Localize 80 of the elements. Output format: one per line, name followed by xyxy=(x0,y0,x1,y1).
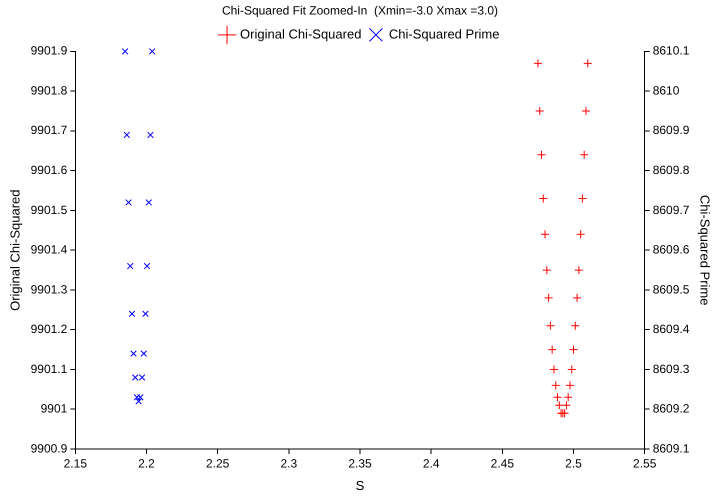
point xyxy=(567,364,576,374)
point xyxy=(535,106,544,116)
y2-tick-label: 8609.9 xyxy=(652,123,690,138)
x-tick-label: 2.25 xyxy=(206,456,230,471)
y-tick-label: 9901.6 xyxy=(30,162,68,177)
y-tick-label: 9900.9 xyxy=(30,441,68,456)
point xyxy=(580,150,589,160)
point xyxy=(574,266,584,275)
y2-tick-label: 8609.5 xyxy=(652,282,690,296)
x-tick-label: 2.3 xyxy=(280,456,298,471)
point xyxy=(147,132,154,138)
x-tick-label: 2.4 xyxy=(422,456,440,471)
point xyxy=(126,262,134,270)
y2-tick-label: 8609.6 xyxy=(652,242,690,257)
point xyxy=(564,392,573,402)
point xyxy=(130,350,137,357)
y-tick-label: 9901.7 xyxy=(30,123,68,138)
y2-tick-label: 8609.2 xyxy=(652,402,690,416)
point xyxy=(144,262,150,270)
y2-tick-label: 8609.3 xyxy=(652,362,690,376)
point xyxy=(132,374,139,381)
y2-axis-title: Chi-Squared Prime xyxy=(698,194,713,306)
point xyxy=(554,400,564,410)
y-tick-label: 9901.9 xyxy=(30,44,68,58)
point xyxy=(553,392,562,402)
point xyxy=(546,321,555,330)
y-tick-label: 9901.5 xyxy=(30,202,68,217)
point xyxy=(137,394,144,401)
y2-tick-label: 8610 xyxy=(652,83,680,98)
point xyxy=(538,194,548,204)
point xyxy=(138,374,146,381)
point xyxy=(544,293,554,302)
x-tick-label: 2.2 xyxy=(138,456,156,471)
point xyxy=(583,58,592,68)
y-tick-label: 9901.4 xyxy=(30,242,68,257)
legend-label: Chi-Squared Prime xyxy=(388,26,500,42)
y-axis-title: Original Chi-Squared xyxy=(7,189,22,311)
y2-tick-label: 8609.4 xyxy=(652,322,690,336)
point xyxy=(581,106,590,116)
y-tick-label: 9901.8 xyxy=(30,83,68,98)
point xyxy=(148,48,156,55)
y2-tick-label: 8609.8 xyxy=(652,162,690,177)
point xyxy=(565,380,574,390)
x-tick-label: 2.35 xyxy=(348,456,372,471)
point xyxy=(570,321,580,330)
point xyxy=(128,310,136,318)
point xyxy=(135,398,142,405)
point xyxy=(572,293,582,302)
point xyxy=(540,230,550,239)
point xyxy=(548,345,557,354)
point xyxy=(562,400,571,410)
point xyxy=(124,132,130,138)
y-tick-label: 9901.1 xyxy=(30,362,68,376)
y2-tick-label: 8609.1 xyxy=(652,441,690,456)
point xyxy=(134,394,140,401)
point xyxy=(576,230,586,239)
chart-title: Chi-Squared Fit Zoomed-In (Xmin=-3.0 Xmax =3.0) xyxy=(222,4,498,18)
x-tick-label: 2.5 xyxy=(565,456,582,471)
point xyxy=(549,364,558,374)
x-tick-label: 2.15 xyxy=(64,456,88,471)
x-tick-label: 2.55 xyxy=(633,456,657,471)
point xyxy=(140,350,148,357)
y2-tick-label: 8610.1 xyxy=(652,44,690,58)
point xyxy=(569,345,578,354)
point xyxy=(551,380,560,390)
point xyxy=(122,48,128,55)
point xyxy=(542,266,552,275)
point xyxy=(536,150,546,160)
point xyxy=(533,58,542,68)
y-tick-label: 9901 xyxy=(40,402,68,416)
y-tick-label: 9901.2 xyxy=(30,322,68,336)
legend-label: Original Chi-Squared xyxy=(240,26,362,42)
x-tick-label: 2.45 xyxy=(490,456,514,471)
x-axis-title: S xyxy=(356,478,365,493)
point xyxy=(142,310,149,318)
point xyxy=(578,194,587,204)
point xyxy=(145,199,152,206)
y2-tick-label: 8609.7 xyxy=(652,202,690,217)
y-tick-label: 9901.3 xyxy=(30,282,68,296)
point xyxy=(125,199,132,206)
